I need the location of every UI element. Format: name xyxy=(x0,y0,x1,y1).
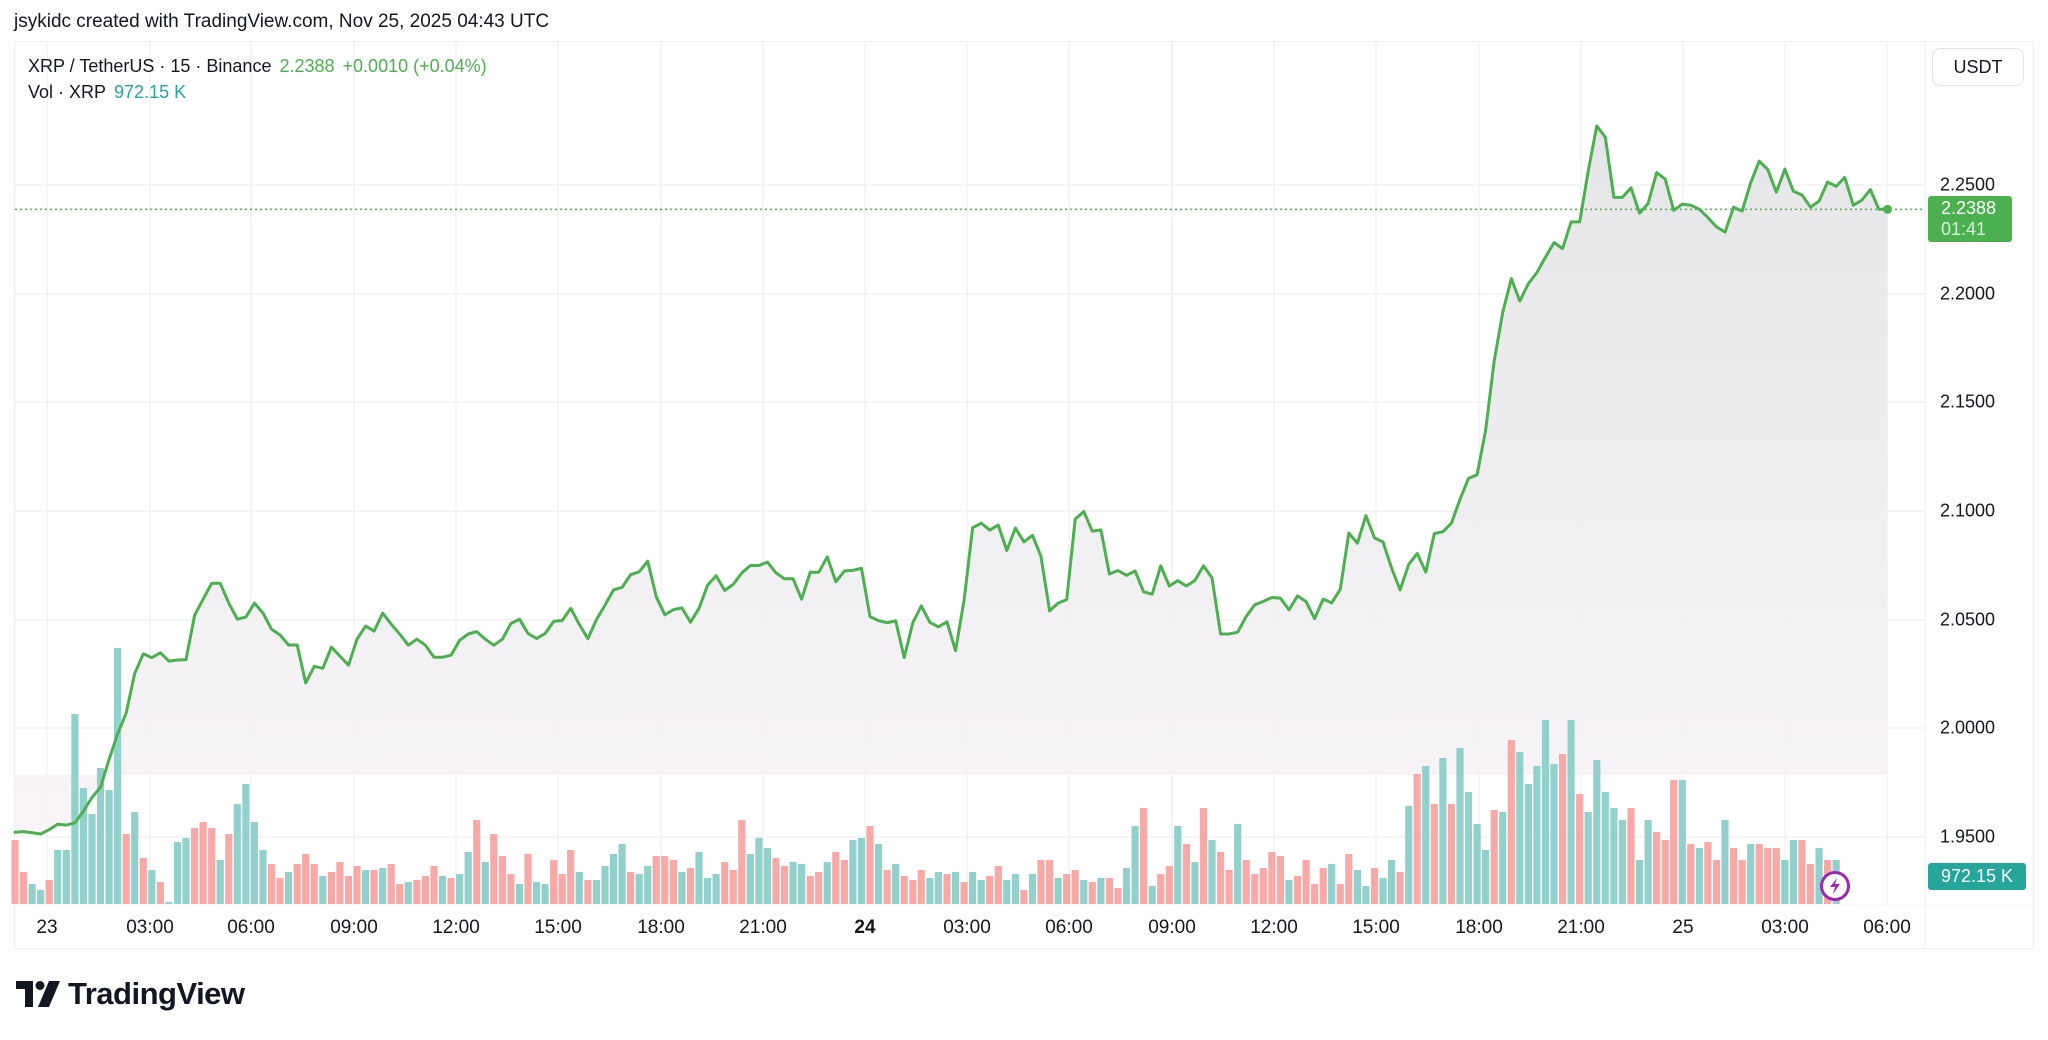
time-axis-tick: 03:00 xyxy=(126,917,174,938)
price-axis-tick: 2.0000 xyxy=(1940,717,1996,738)
legend-symbol-row: XRP / TetherUS · 15 · Binance 2.2388 +0.00… xyxy=(28,53,487,79)
time-axis-tick: 03:00 xyxy=(1761,917,1809,938)
price-axis-tick: 2.1500 xyxy=(1940,391,1996,412)
tradingview-logo: TradingView xyxy=(16,976,245,1012)
price-line xyxy=(13,124,1925,836)
time-axis-tick: 25 xyxy=(1672,917,1694,938)
time-axis-tick: 06:00 xyxy=(227,917,275,938)
time-axis-tick: 03:00 xyxy=(943,917,991,938)
bar-countdown: 01:41 xyxy=(1941,219,1987,239)
chart-credit: jsykidc created with TradingView.com, No… xyxy=(14,11,550,32)
price-area-fill xyxy=(15,125,1888,834)
volume-bars xyxy=(11,648,1840,904)
price-axis-tick: 2.1000 xyxy=(1940,500,1996,521)
time-axis-tick: 21:00 xyxy=(739,917,787,938)
time-axis-tick: 24 xyxy=(854,917,876,938)
legend-volume-value: 972.15 K xyxy=(114,82,187,102)
volume-value-label: 972.15 K xyxy=(1928,863,2026,890)
time-axis-tick: 15:00 xyxy=(534,917,582,938)
price-axis-tick: 2.0500 xyxy=(1940,609,1996,630)
volume-indicator-name[interactable]: Vol · XRP xyxy=(28,82,107,102)
legend-volume-row: Vol · XRP 972.15 K xyxy=(28,79,487,105)
symbol-name[interactable]: XRP / TetherUS · 15 · Binance xyxy=(28,56,272,76)
time-axis-tick: 06:00 xyxy=(1863,917,1911,938)
last-price-label: 2.2388 01:41 xyxy=(1928,196,2012,242)
price-axis-tick: 2.2000 xyxy=(1940,283,1996,304)
price-axis-tick: 1.9500 xyxy=(1940,826,1996,847)
price-axis-tick: 2.2500 xyxy=(1940,174,1996,195)
currency-button[interactable]: USDT xyxy=(1932,48,2024,86)
tradingview-wordmark: TradingView xyxy=(68,976,245,1011)
legend-change: +0.0010 (+0.04%) xyxy=(342,56,487,76)
time-axis-tick: 12:00 xyxy=(1250,917,1298,938)
time-axis-tick: 18:00 xyxy=(637,917,685,938)
time-axis-tick: 09:00 xyxy=(330,917,378,938)
chart-legend: XRP / TetherUS · 15 · Binance 2.2388 +0.00… xyxy=(28,53,487,105)
time-axis-tick: 06:00 xyxy=(1045,917,1093,938)
time-axis-tick: 15:00 xyxy=(1352,917,1400,938)
last-price-value: 2.2388 xyxy=(1941,198,1997,218)
chart-frame xyxy=(14,41,2034,949)
time-axis-tick: 12:00 xyxy=(432,917,480,938)
lightning-alert-icon[interactable] xyxy=(1820,871,1850,901)
time-axis-tick: 09:00 xyxy=(1148,917,1196,938)
tradingview-logo-icon xyxy=(16,981,60,1007)
legend-last-price: 2.2388 xyxy=(279,56,335,76)
time-axis-tick: 23 xyxy=(36,917,58,938)
time-axis-tick: 18:00 xyxy=(1455,917,1503,938)
time-axis-tick: 21:00 xyxy=(1557,917,1605,938)
